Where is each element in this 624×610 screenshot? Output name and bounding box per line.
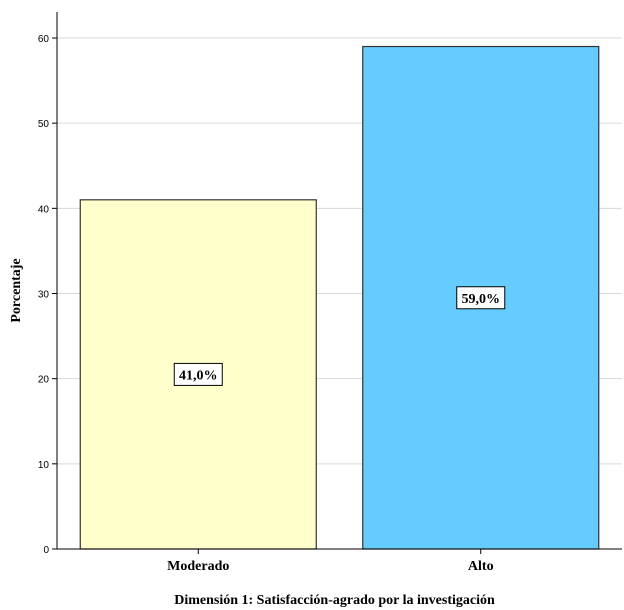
x-axis-title: Dimensión 1: Satisfacción-agrado por la … bbox=[174, 593, 495, 608]
y-axis-ticks: 0 10 20 30 40 50 60 bbox=[38, 34, 57, 556]
bars bbox=[79, 45, 600, 550]
y-axis-title: Porcentaje bbox=[9, 258, 24, 322]
x-axis-categories: Moderado Alto bbox=[167, 549, 494, 574]
x-tick-label: Alto bbox=[468, 559, 494, 574]
y-tick-label: 10 bbox=[38, 460, 50, 471]
data-label-text: 41,0% bbox=[179, 368, 218, 383]
data-label-box bbox=[173, 362, 223, 386]
y-tick-label: 20 bbox=[38, 375, 50, 386]
data-label-moderado: 41,0% bbox=[173, 362, 223, 386]
data-labels: 41,0% 59,0% bbox=[173, 286, 506, 386]
data-label-text: 59,0% bbox=[462, 292, 501, 307]
data-label-alto: 59,0% bbox=[456, 286, 506, 310]
x-tick-label: Moderado bbox=[167, 559, 229, 574]
y-tick-label: 0 bbox=[43, 545, 49, 556]
data-label-box bbox=[456, 286, 506, 310]
y-tick-label: 30 bbox=[38, 290, 50, 301]
y-tick-label: 50 bbox=[38, 119, 50, 130]
y-tick-label: 60 bbox=[38, 34, 50, 45]
y-tick-label: 40 bbox=[38, 204, 50, 215]
